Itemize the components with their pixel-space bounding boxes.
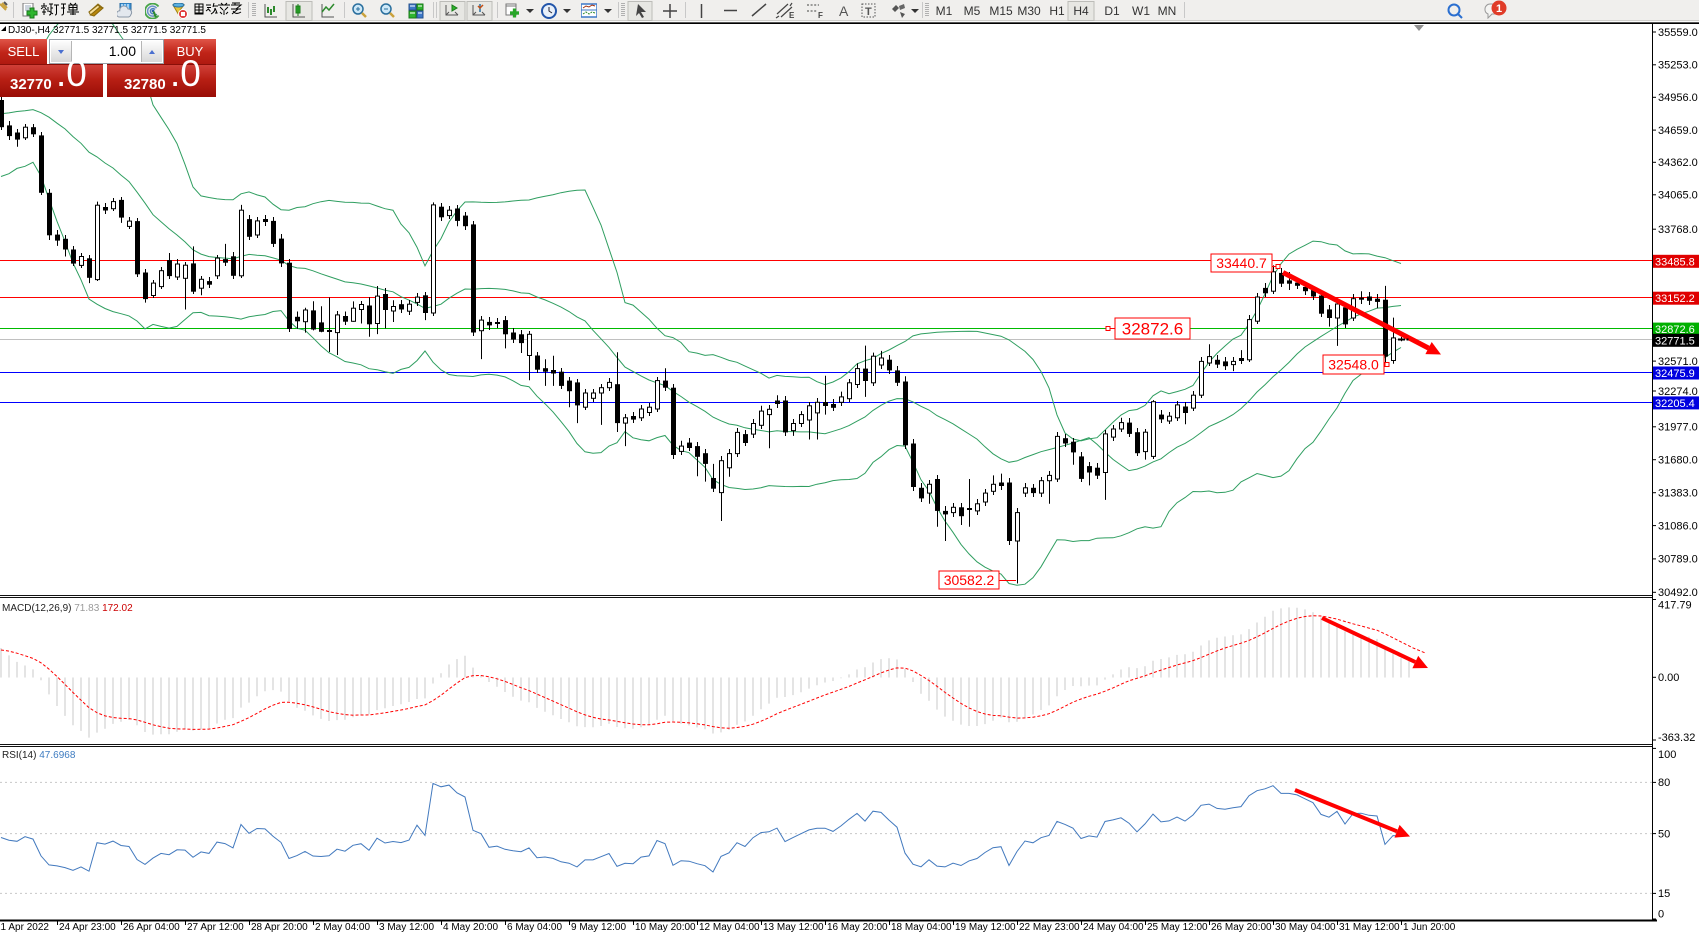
svg-text:30789.0: 30789.0: [1658, 554, 1698, 566]
svg-text:H4: H4: [1073, 4, 1089, 18]
svg-text:1 Jun 20:00: 1 Jun 20:00: [1403, 922, 1456, 932]
svg-text:MACD(12,26,9) 71.83 172.02: MACD(12,26,9) 71.83 172.02: [2, 603, 133, 614]
svg-text:22 May 23:00: 22 May 23:00: [1019, 922, 1080, 932]
svg-text:MN: MN: [1158, 4, 1177, 18]
svg-text:26 May 20:00: 26 May 20:00: [1211, 922, 1272, 932]
svg-text:16 May 20:00: 16 May 20:00: [827, 922, 888, 932]
svg-text:34659.0: 34659.0: [1658, 125, 1698, 137]
svg-text:31086.0: 31086.0: [1658, 520, 1698, 532]
svg-text:-363.32: -363.32: [1658, 732, 1695, 744]
svg-text:E: E: [789, 11, 795, 20]
svg-text:34065.0: 34065.0: [1658, 190, 1698, 202]
svg-text:30582.2: 30582.2: [944, 572, 995, 588]
svg-text:33152.2: 33152.2: [1655, 293, 1695, 305]
svg-text:M30: M30: [1017, 4, 1041, 18]
svg-text:31977.0: 31977.0: [1658, 422, 1698, 434]
svg-text:25 May 12:00: 25 May 12:00: [1147, 922, 1208, 932]
svg-text:D1: D1: [1104, 4, 1120, 18]
svg-text:35253.0: 35253.0: [1658, 60, 1698, 72]
svg-text:31680.0: 31680.0: [1658, 455, 1698, 467]
svg-text:2 May 04:00: 2 May 04:00: [315, 922, 370, 932]
svg-text:27 Apr 12:00: 27 Apr 12:00: [187, 922, 244, 932]
svg-text:80: 80: [1658, 777, 1670, 789]
svg-text:32771.5: 32771.5: [1655, 335, 1695, 347]
svg-text:33440.7: 33440.7: [1216, 255, 1267, 271]
svg-text:M15: M15: [989, 4, 1013, 18]
svg-text:15: 15: [1658, 888, 1670, 900]
svg-text:1: 1: [1496, 3, 1502, 15]
svg-text:24 Apr 23:00: 24 Apr 23:00: [59, 922, 116, 932]
svg-text:34956.0: 34956.0: [1658, 92, 1698, 104]
svg-text:30 May 04:00: 30 May 04:00: [1275, 922, 1336, 932]
svg-text:50: 50: [1658, 828, 1670, 840]
svg-text:21 Apr 2022: 21 Apr 2022: [0, 922, 49, 932]
svg-text:DJ30-,H4 32771.5 32771.5 32771: DJ30-,H4 32771.5 32771.5 32771.5 32771.5: [8, 25, 206, 36]
svg-text:A: A: [839, 3, 849, 19]
svg-text:18 May 04:00: 18 May 04:00: [891, 922, 952, 932]
svg-text:34362.0: 34362.0: [1658, 157, 1698, 169]
svg-text:32548.0: 32548.0: [1328, 357, 1379, 373]
svg-text:19 May 12:00: 19 May 12:00: [955, 922, 1016, 932]
svg-text:32571.0: 32571.0: [1658, 356, 1698, 368]
svg-text:3 May 12:00: 3 May 12:00: [379, 922, 434, 932]
svg-text:32872.6: 32872.6: [1655, 324, 1695, 336]
svg-text:T: T: [865, 6, 872, 18]
svg-text:4 May 20:00: 4 May 20:00: [443, 922, 498, 932]
svg-text:0.00: 0.00: [1658, 672, 1679, 684]
svg-text:31 May 12:00: 31 May 12:00: [1339, 922, 1400, 932]
svg-text:RSI(14) 47.6968: RSI(14) 47.6968: [2, 750, 76, 761]
svg-text:12 May 04:00: 12 May 04:00: [699, 922, 760, 932]
svg-text:100: 100: [1658, 749, 1676, 761]
svg-text:33768.0: 33768.0: [1658, 224, 1698, 236]
svg-text:417.79: 417.79: [1658, 600, 1692, 612]
svg-text:33485.8: 33485.8: [1655, 256, 1695, 268]
svg-text:0: 0: [1658, 909, 1664, 921]
svg-text:9 May 12:00: 9 May 12:00: [571, 922, 626, 932]
svg-text:32475.9: 32475.9: [1655, 368, 1695, 380]
svg-text:F: F: [818, 11, 823, 20]
svg-text:24 May 04:00: 24 May 04:00: [1083, 922, 1144, 932]
svg-text:26 Apr 04:00: 26 Apr 04:00: [123, 922, 180, 932]
svg-text:35559.0: 35559.0: [1658, 27, 1698, 39]
svg-text:32872.6: 32872.6: [1122, 320, 1183, 339]
svg-text:28 Apr 20:00: 28 Apr 20:00: [251, 922, 308, 932]
svg-text:31383.0: 31383.0: [1658, 488, 1698, 500]
svg-text:13 May 12:00: 13 May 12:00: [763, 922, 824, 932]
svg-text:M5: M5: [964, 4, 981, 18]
svg-text:30492.0: 30492.0: [1658, 587, 1698, 599]
svg-text:10 May 20:00: 10 May 20:00: [635, 922, 696, 932]
svg-text:32274.0: 32274.0: [1658, 386, 1698, 398]
svg-text:6 May 04:00: 6 May 04:00: [507, 922, 562, 932]
svg-text:W1: W1: [1132, 4, 1150, 18]
svg-text:32205.4: 32205.4: [1655, 398, 1695, 410]
svg-text:M1: M1: [936, 4, 953, 18]
svg-text:H1: H1: [1049, 4, 1065, 18]
